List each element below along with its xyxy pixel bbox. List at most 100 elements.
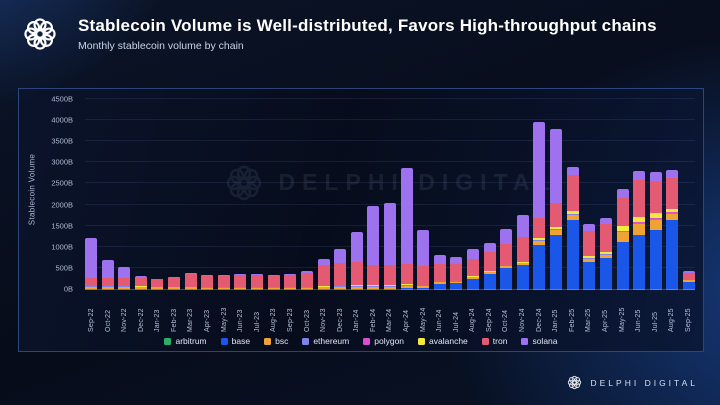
x-tick-label: Dec-24 [535,308,543,332]
bar-Sep-23 [284,99,297,289]
footer-logo-icon [567,375,581,390]
segment-solana [682,271,695,274]
x-tick-label: Oct-22 [104,309,112,332]
x-tick: Jun-23 [234,292,247,332]
segment-tron [118,278,131,286]
x-tick-label: Mar-25 [585,308,593,332]
segment-avalanche [649,212,662,218]
segment-tron [317,264,330,287]
segment-polygon [550,228,563,230]
x-tick: Apr-25 [599,292,612,332]
x-axis-labels: Sep-22 Oct-22 Nov-22 Dec-22 Jan-23 Feb-23 Mar-… [85,292,695,332]
bar-Jun-24 [433,99,446,289]
segment-tron [234,274,247,287]
x-tick: Sep-24 [483,292,496,332]
segment-tron [566,175,579,212]
legend-label: polygon [374,336,405,346]
segment-tron [217,275,230,287]
segment-bsc [417,286,430,289]
x-tick: Jan-23 [151,292,164,332]
segment-tron [433,264,446,282]
segment-ethereum [666,213,679,215]
bar-Oct-24 [500,99,513,289]
bar-Feb-23 [168,99,181,289]
segment-bsc [284,287,297,289]
segment-solana [500,228,513,244]
legend-label: solana [532,336,558,346]
segment-ethereum [317,286,330,288]
segment-tron [649,180,662,213]
segment-solana [649,172,662,181]
x-tick: Jan-24 [350,292,363,332]
x-tick-label: Jun-23 [237,309,245,332]
x-tick-label: Jan-25 [552,309,560,332]
legend-item-bsc: bsc [264,336,288,346]
footer-brand: DELPHI DIGITAL [566,374,699,391]
segment-solana [383,203,396,266]
segment-ethereum [118,286,131,287]
segment-tron [350,262,363,286]
page-title: Stablecoin Volume is Well-distributed, F… [78,16,657,35]
x-tick: Dec-22 [135,292,148,332]
segment-tron [267,275,280,287]
bar-Sep-25 [682,99,695,289]
segment-solana [101,259,114,278]
segment-base [566,219,579,289]
segment-bsc [300,287,313,289]
x-tick-label: Dec-22 [137,308,145,332]
segment-solana [633,171,646,180]
bar-Jul-25 [649,99,662,289]
segment-solana [616,189,629,198]
segment-base [616,241,629,289]
x-tick: Aug-24 [466,292,479,332]
bar-Mar-25 [583,99,596,289]
x-tick-label: Apr-24 [402,309,410,332]
segment-tron [583,230,596,257]
x-tick: Dec-24 [533,292,546,332]
segment-tron [251,274,264,287]
x-tick-label: May-25 [618,307,626,332]
footer-brand-text: DELPHI DIGITAL [590,377,698,388]
segment-solana [533,122,546,219]
segment-tron [184,273,197,287]
header-text: Stablecoin Volume is Well-distributed, F… [78,16,657,52]
segment-avalanche [550,226,563,229]
segment-bsc [234,287,247,289]
segment-bsc [317,287,330,289]
segment-polygon [633,222,646,223]
bar-Jul-23 [251,99,264,289]
segment-ethereum [134,286,147,288]
x-tick-label: Sep-24 [485,308,493,332]
bars-container [85,99,695,289]
x-tick-label: Jul-23 [253,311,261,332]
x-tick: Jul-23 [251,292,264,332]
bar-Dec-24 [533,99,546,289]
segment-bsc [267,287,280,289]
x-tick: Oct-22 [102,292,115,332]
segment-avalanche [599,251,612,254]
segment-polygon [566,213,579,215]
legend-item-avalanche: avalanche [418,336,468,346]
segment-solana [234,274,247,275]
segment-bsc [350,286,363,289]
segment-bsc [118,286,131,289]
tron-swatch-icon [481,337,489,345]
segment-tron [400,263,413,285]
legend-label: bsc [275,336,289,346]
segment-avalanche [400,284,413,285]
segment-base [467,278,480,289]
segment-ethereum [350,286,363,287]
y-tick-label: 1500B [51,221,73,231]
segment-bsc [583,258,596,262]
segment-ethereum [184,286,197,288]
segment-solana [450,256,463,265]
segment-bsc [682,280,695,282]
segment-tron [550,202,563,227]
x-tick-label: Nov-22 [121,308,129,332]
bar-Jun-25 [633,99,646,289]
x-tick: Nov-22 [118,292,131,332]
y-tick-label: 0B [63,284,73,294]
y-tick-label: 2000B [51,200,73,210]
legend-item-base: base [220,336,250,346]
segment-tron [533,218,546,239]
